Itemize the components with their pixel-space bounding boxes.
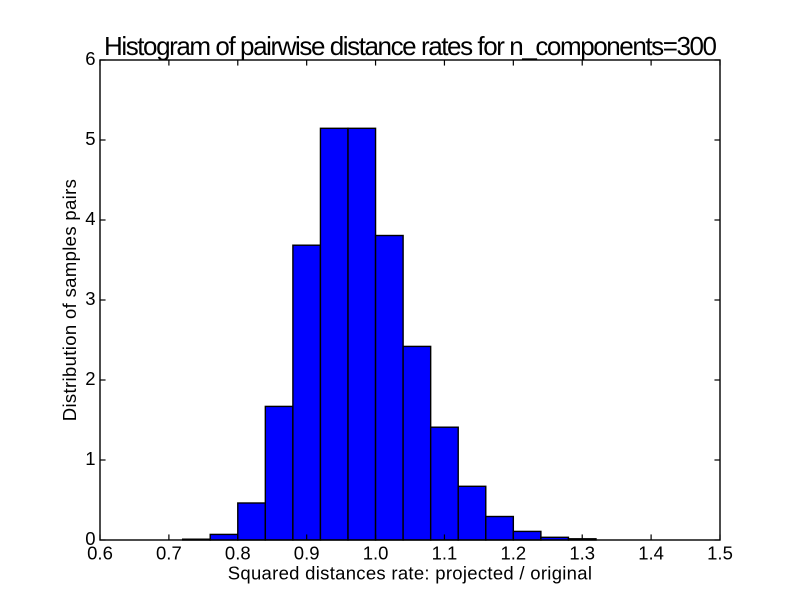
svg-text:1.2: 1.2 <box>500 543 526 564</box>
svg-text:0.9: 0.9 <box>294 543 320 564</box>
svg-text:0.8: 0.8 <box>225 543 251 564</box>
svg-text:2: 2 <box>85 368 95 389</box>
svg-text:1: 1 <box>85 448 95 469</box>
svg-text:1.3: 1.3 <box>569 543 595 564</box>
svg-text:0.6: 0.6 <box>87 543 113 564</box>
svg-text:Squared distances rate: projec: Squared distances rate: projected / orig… <box>228 563 592 584</box>
svg-text:6: 6 <box>85 48 95 69</box>
svg-text:1.5: 1.5 <box>707 543 733 564</box>
svg-text:1.0: 1.0 <box>363 543 389 564</box>
svg-text:0.7: 0.7 <box>156 543 182 564</box>
svg-text:5: 5 <box>85 128 95 149</box>
svg-text:1.1: 1.1 <box>432 543 458 564</box>
svg-text:4: 4 <box>85 208 95 229</box>
svg-text:Distribution of samples pairs: Distribution of samples pairs <box>59 179 80 422</box>
svg-text:3: 3 <box>85 288 95 309</box>
svg-text:1.4: 1.4 <box>638 543 664 564</box>
svg-text:Histogram of pairwise distance: Histogram of pairwise distance rates for… <box>104 31 717 61</box>
svg-text:0: 0 <box>85 528 95 549</box>
